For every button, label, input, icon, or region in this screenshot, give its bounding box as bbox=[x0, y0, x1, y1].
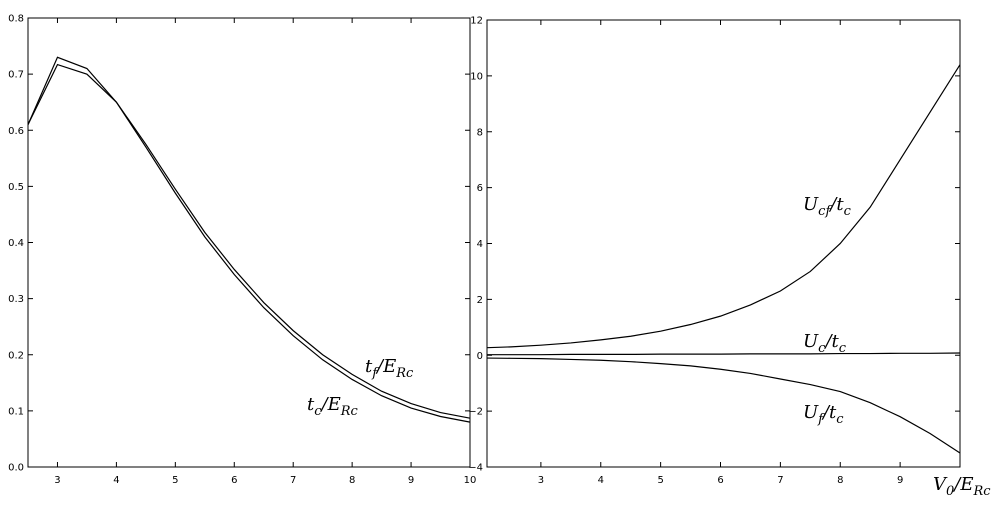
x-tick-label: 9 bbox=[897, 475, 903, 486]
math-sub: 0 bbox=[946, 484, 954, 499]
y-tick-label: 0.1 bbox=[8, 406, 24, 417]
annotation: Uf/tc bbox=[803, 402, 844, 427]
math-base: t bbox=[365, 356, 373, 377]
math-sub: f bbox=[371, 366, 379, 381]
annotation: tf/ERc bbox=[365, 356, 414, 381]
x-tick-label: 6 bbox=[231, 475, 237, 486]
annotation: tc/ERc bbox=[307, 394, 359, 419]
y-tick-label: 0.6 bbox=[8, 126, 24, 137]
y-tick-label: 2 bbox=[477, 295, 483, 306]
math-base: t bbox=[307, 394, 315, 415]
y-tick-label: 0.2 bbox=[8, 350, 24, 361]
math-base: /t bbox=[821, 402, 837, 423]
annotation: V0/ERc bbox=[933, 474, 991, 499]
x-tick-label: 4 bbox=[113, 475, 119, 486]
x-tick-label: 8 bbox=[349, 475, 355, 486]
math-sub: c bbox=[844, 204, 852, 219]
y-tick-label: 12 bbox=[470, 16, 483, 27]
y-tick-label: 4 bbox=[477, 239, 483, 250]
series-line bbox=[486, 64, 961, 349]
y-tick-label: 0.3 bbox=[8, 294, 24, 305]
math-sub: cf bbox=[818, 204, 832, 219]
math-base: /E bbox=[320, 394, 341, 415]
math-base: V bbox=[933, 474, 948, 495]
math-sub: c bbox=[818, 341, 826, 356]
series-line bbox=[486, 357, 961, 454]
series-line bbox=[27, 56, 471, 423]
y-tick-label: 10 bbox=[470, 71, 483, 82]
x-tick-label: 3 bbox=[54, 475, 60, 486]
math-sub: Rc bbox=[395, 366, 414, 381]
x-tick-label: 7 bbox=[777, 475, 783, 486]
y-tick-label: −2 bbox=[468, 407, 483, 418]
y-tick-label: 6 bbox=[477, 183, 483, 194]
x-tick-label: 10 bbox=[464, 475, 477, 486]
math-sub: c bbox=[836, 412, 844, 427]
y-tick-label: 0.8 bbox=[8, 14, 24, 25]
y-tick-label: 8 bbox=[477, 127, 483, 138]
x-tick-label: 4 bbox=[598, 475, 604, 486]
y-tick-label: 0.5 bbox=[8, 182, 24, 193]
math-sub: c bbox=[314, 404, 322, 419]
y-tick-label: 0.4 bbox=[8, 238, 24, 249]
series-line bbox=[27, 63, 471, 419]
x-tick-label: 3 bbox=[538, 475, 544, 486]
math-base: U bbox=[803, 331, 819, 352]
math-base: /t bbox=[828, 194, 844, 215]
math-base: U bbox=[803, 402, 819, 423]
x-tick-label: 8 bbox=[837, 475, 843, 486]
math-sub: f bbox=[817, 412, 825, 427]
math-base: /t bbox=[823, 331, 839, 352]
x-tick-label: 9 bbox=[408, 475, 414, 486]
math-base: /E bbox=[375, 356, 396, 377]
x-tick-label: 6 bbox=[717, 475, 723, 486]
math-base: U bbox=[803, 194, 819, 215]
y-tick-label: 0 bbox=[477, 351, 483, 362]
annotation: Ucf/tc bbox=[803, 194, 852, 219]
math-sub: Rc bbox=[973, 484, 992, 499]
math-sub: Rc bbox=[340, 404, 359, 419]
plot-frame bbox=[27, 17, 471, 468]
series-line bbox=[487, 352, 961, 356]
x-tick-label: 7 bbox=[290, 475, 296, 486]
y-tick-label: −4 bbox=[468, 463, 483, 474]
annotation: Uc/tc bbox=[803, 331, 847, 356]
x-tick-label: 5 bbox=[657, 475, 663, 486]
math-sub: c bbox=[839, 341, 847, 356]
y-tick-label: 0.7 bbox=[8, 70, 24, 81]
x-tick-label: 5 bbox=[172, 475, 178, 486]
y-tick-label: 0.0 bbox=[8, 463, 24, 474]
plot-frame bbox=[486, 19, 961, 468]
math-base: /E bbox=[952, 474, 973, 495]
